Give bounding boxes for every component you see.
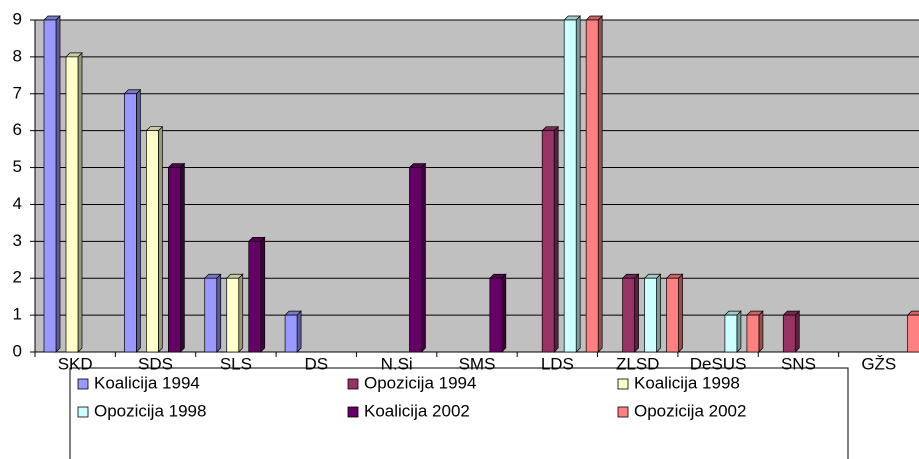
bar: [489, 277, 503, 353]
bar-side: [597, 15, 603, 353]
y-tick-label: 9: [13, 9, 22, 28]
bar: [204, 277, 218, 353]
y-tick-label: 8: [13, 46, 22, 65]
legend-swatch: [77, 378, 89, 390]
y-tick-label: 2: [13, 268, 22, 287]
x-tick-label: SMS: [459, 354, 496, 373]
bar: [65, 56, 79, 353]
bar: [585, 19, 599, 353]
y-tick-label: 6: [13, 120, 22, 139]
bar-side: [575, 15, 581, 353]
x-tick-label: GŽS: [861, 354, 896, 373]
legend-swatch: [347, 378, 359, 390]
bar-side: [216, 273, 222, 353]
x-tick-label: ZLSD: [616, 354, 659, 373]
bar: [644, 277, 657, 353]
bar-side: [158, 125, 163, 353]
bar-side: [55, 15, 61, 353]
bar: [124, 93, 137, 353]
y-tick-label: 3: [13, 231, 22, 250]
bar: [146, 130, 159, 353]
x-tick-label: DeSUS: [690, 354, 747, 373]
legend-label: Koalicija 2002: [364, 401, 470, 420]
legend-swatch: [347, 406, 359, 418]
bar: [43, 19, 57, 353]
x-tick-label: SLS: [220, 354, 252, 373]
bar-side: [501, 273, 507, 353]
bar-side: [736, 310, 742, 353]
x-tick-label: DS: [304, 354, 328, 373]
bar-side: [296, 310, 302, 353]
legend-label: Opozicija 1998: [94, 401, 206, 420]
bar: [409, 167, 422, 353]
legend-label: Koalicija 1998: [634, 373, 740, 392]
bar-side: [136, 88, 141, 353]
bar-side: [260, 236, 266, 353]
bar: [284, 314, 298, 353]
x-tick-label: LDS: [541, 354, 574, 373]
legend-label: Opozicija 2002: [634, 401, 746, 420]
legend-swatch: [77, 406, 89, 418]
bar: [168, 167, 181, 353]
y-tick-label: 7: [13, 83, 22, 102]
y-tick-label: 4: [13, 194, 22, 213]
bar: [541, 130, 555, 353]
bar-side: [77, 52, 83, 353]
legend-swatch: [617, 378, 629, 390]
bar: [907, 314, 919, 353]
bar-side: [758, 310, 764, 353]
x-tick-label: SDS: [138, 354, 173, 373]
bar: [666, 277, 679, 353]
bar: [724, 314, 738, 353]
bar-side: [421, 162, 426, 353]
bar-side: [678, 273, 683, 353]
bar: [248, 240, 262, 353]
bar-side: [238, 273, 244, 353]
y-tick-label: 5: [13, 157, 22, 176]
bar-side: [794, 310, 800, 353]
bar-side: [656, 273, 661, 353]
x-tick-label: SKD: [58, 354, 93, 373]
bar-side: [634, 273, 639, 353]
bar: [622, 277, 635, 353]
bar: [746, 314, 760, 353]
legend: [69, 367, 849, 459]
bar: [563, 19, 577, 353]
x-tick-label: SNS: [781, 354, 816, 373]
plot-area: [35, 20, 919, 352]
x-tick-label: N.Si: [381, 354, 413, 373]
bar-side: [553, 125, 559, 353]
bar-side: [180, 162, 185, 353]
y-tick-label: 0: [13, 341, 22, 360]
bar: [782, 314, 796, 353]
bar: [226, 277, 240, 353]
legend-label: Koalicija 1994: [94, 373, 200, 392]
y-tick-label: 1: [13, 305, 22, 324]
legend-label: Opozicija 1994: [364, 373, 476, 392]
legend-swatch: [617, 406, 629, 418]
